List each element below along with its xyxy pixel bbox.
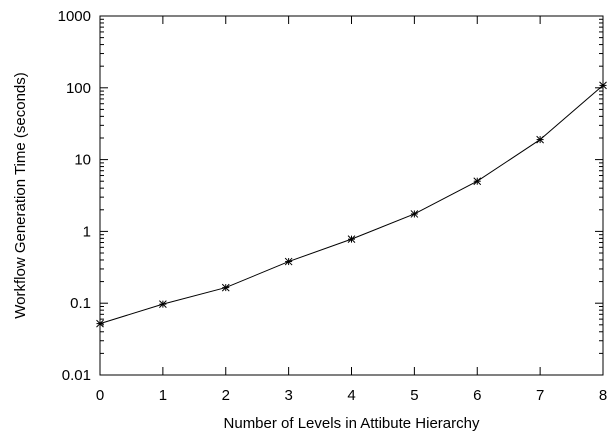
series-line <box>99 85 604 325</box>
data-point <box>599 81 607 90</box>
x-axis-label: Number of Levels in Attibute Hierarchy <box>224 415 480 432</box>
y-tick-label: 10 <box>74 152 91 169</box>
data-point <box>284 257 293 266</box>
y-tick-label: 1000 <box>58 8 91 25</box>
x-tick-label: 1 <box>159 387 167 404</box>
data-point <box>536 135 544 144</box>
data-point <box>347 235 356 244</box>
x-tick-label: 5 <box>410 387 418 404</box>
y-tick-label: 1 <box>83 223 91 240</box>
x-tick-label: 2 <box>222 387 230 404</box>
data-point <box>410 210 419 218</box>
x-tick-label: 6 <box>473 387 481 404</box>
x-axis-ticks: 0 1 2 3 4 5 6 7 8 <box>96 16 607 404</box>
data-points <box>96 81 607 328</box>
x-tick-label: 3 <box>284 387 292 404</box>
y-axis-ticks: 0.01 0.1 1 10 100 1000 <box>58 8 603 384</box>
x-tick-label: 7 <box>536 387 544 404</box>
x-tick-label: 8 <box>599 387 607 404</box>
x-tick-label: 4 <box>347 387 355 404</box>
data-point <box>96 319 104 328</box>
x-tick-label: 0 <box>96 387 104 404</box>
y-tick-label: 0.01 <box>62 367 91 384</box>
y-axis-label: Workflow Generation Time (seconds) <box>12 72 29 318</box>
data-point <box>159 300 167 309</box>
data-point <box>473 177 482 186</box>
data-point <box>221 283 230 292</box>
y-tick-label: 0.1 <box>70 295 91 312</box>
y-tick-label: 100 <box>66 80 91 97</box>
plot-frame <box>99 15 604 376</box>
